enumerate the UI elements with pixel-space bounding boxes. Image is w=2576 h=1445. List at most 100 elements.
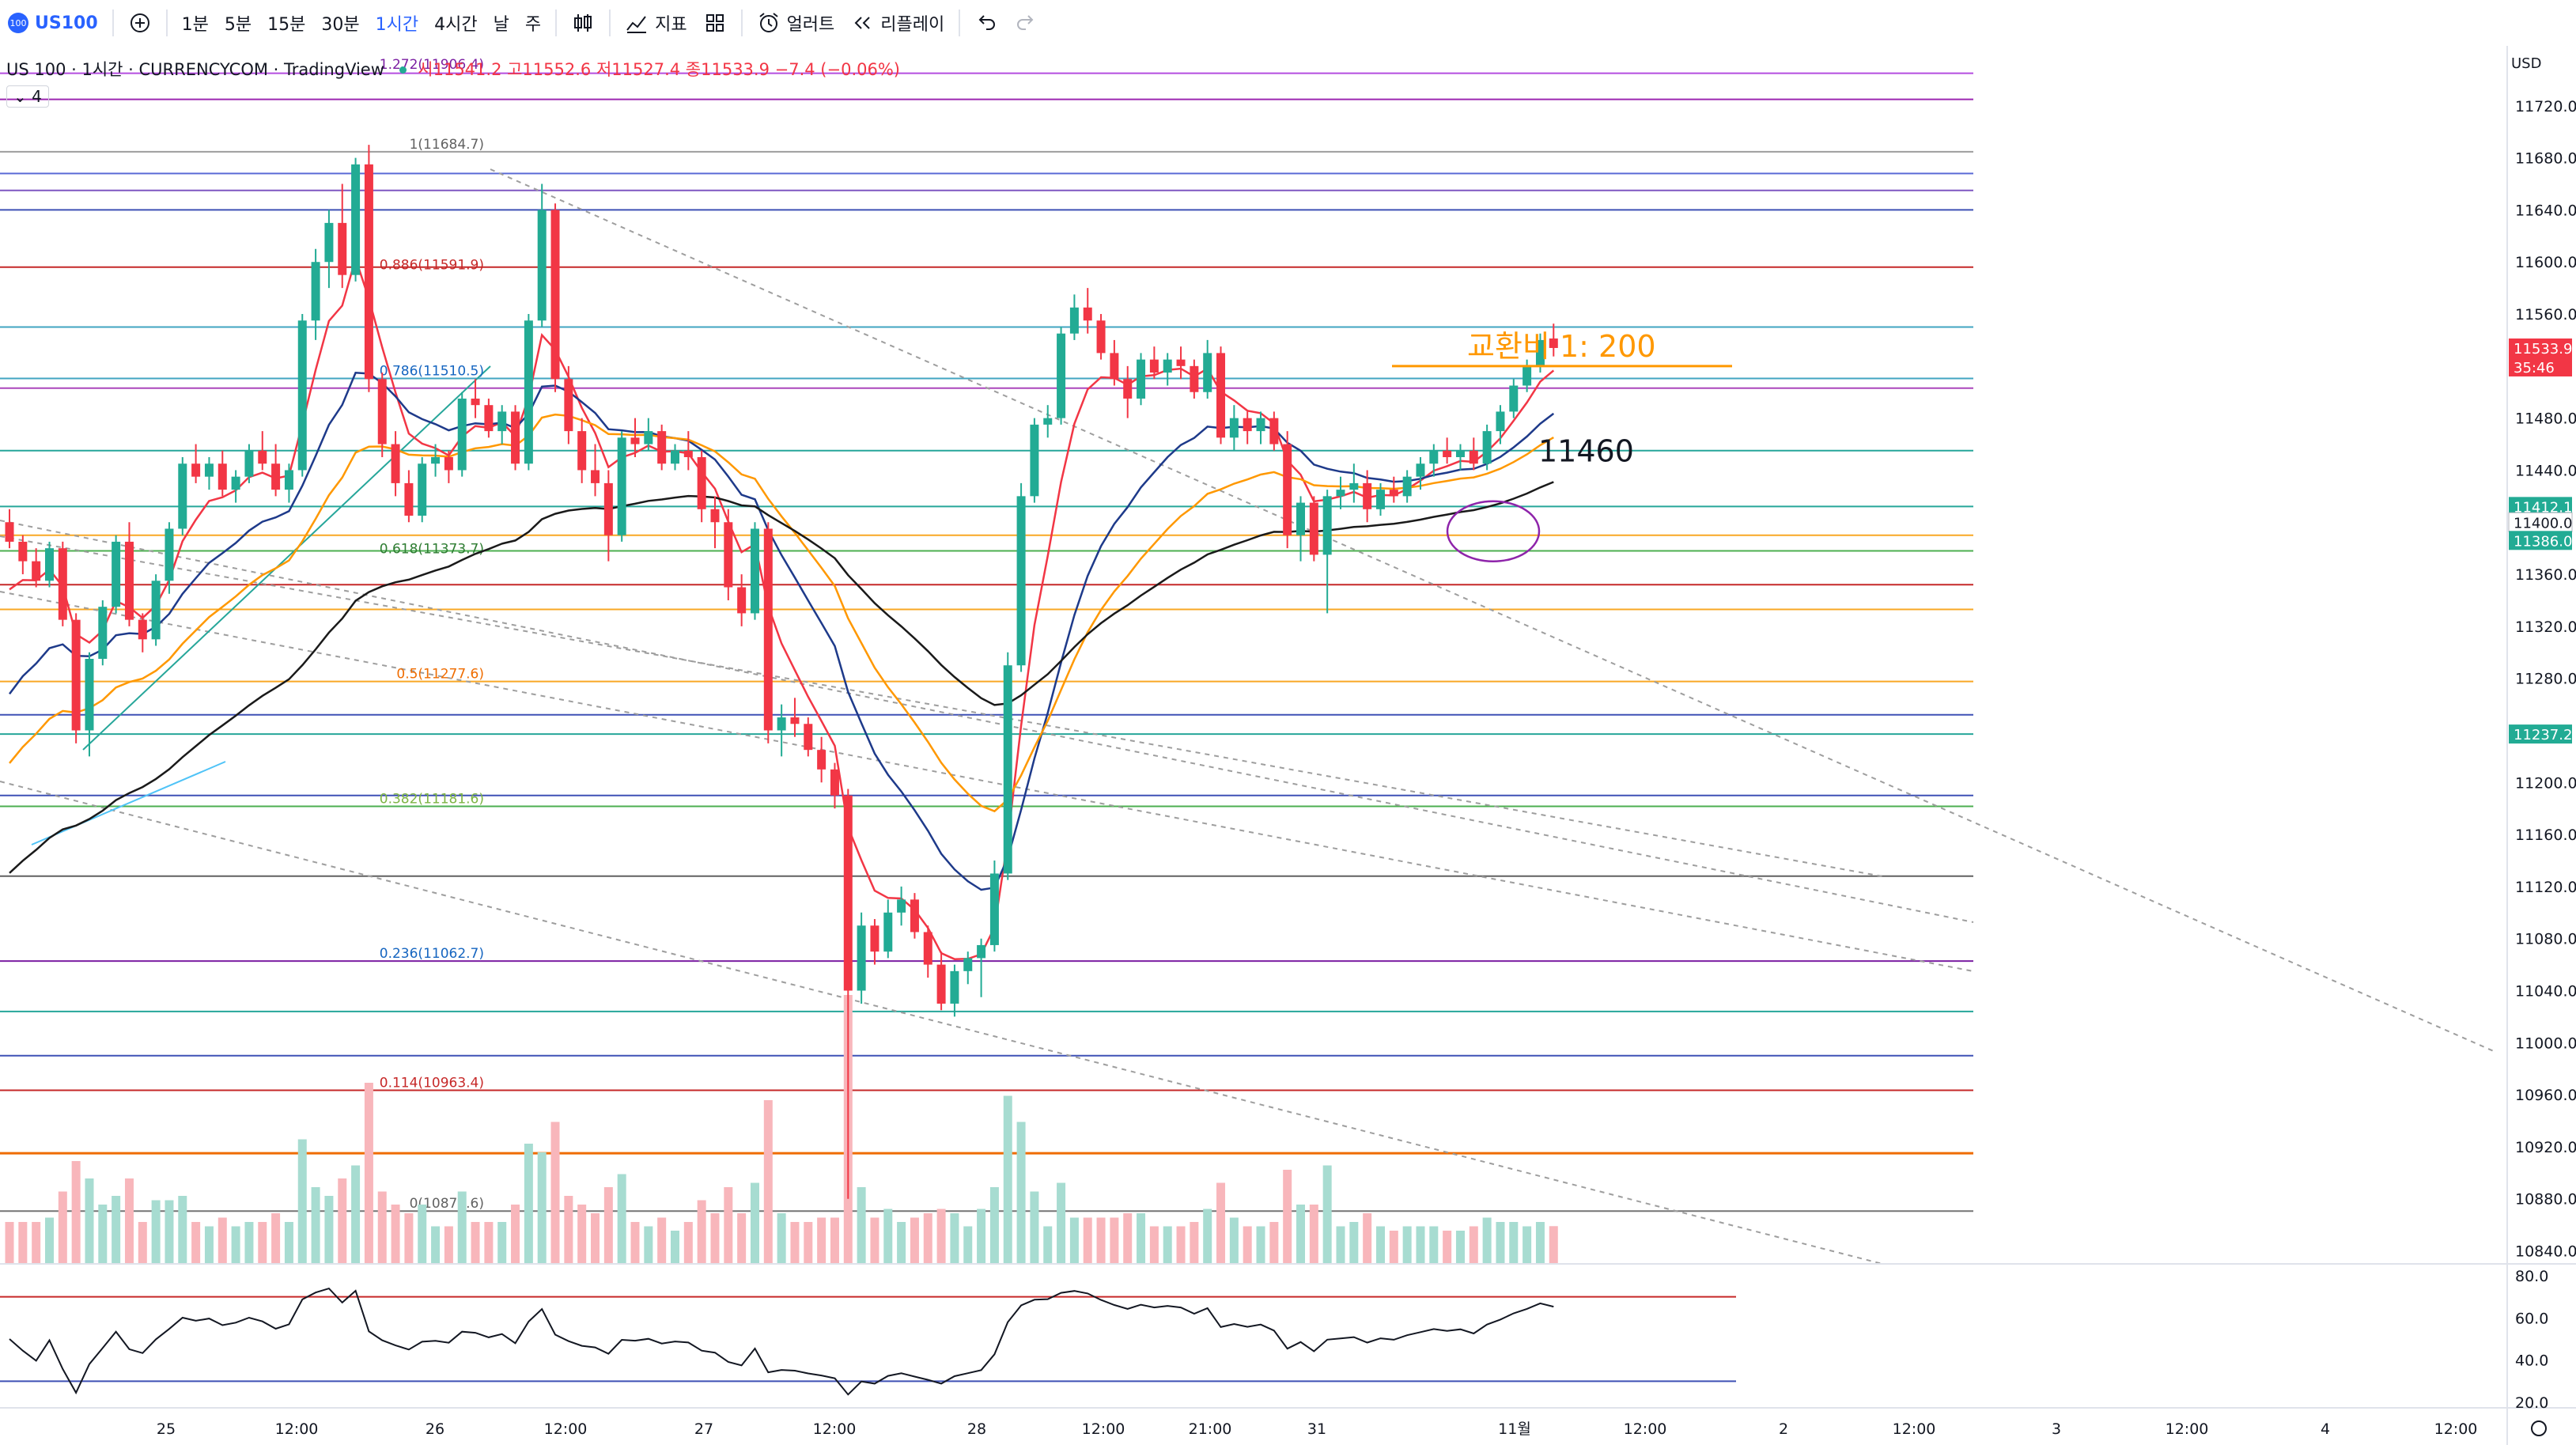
replay-button[interactable]: 리플레이 [842,0,952,46]
volume-bar [1229,1217,1239,1264]
volume-bar [391,1205,400,1264]
interval-label: 5분 [224,15,252,35]
volume-bar [511,1205,520,1264]
candle-body [124,541,134,620]
ohlc-values: 시11541.2 고11552.6 저11527.4 종11533.9 −7.4… [418,60,900,79]
interval-1m[interactable]: 1분 [174,0,217,46]
volume-bar [1535,1222,1545,1264]
volume-bar [457,1191,467,1264]
volume-bar [630,1222,640,1264]
candle-body [457,398,467,471]
redo-button[interactable] [1006,0,1046,46]
price-badge-label: 11412.1 [2514,499,2572,516]
candle-body [950,970,959,1004]
volume-bar [1083,1217,1092,1264]
symbol-name: US100 [35,13,98,33]
price-badge [2509,531,2572,550]
candle-body [1083,307,1092,321]
price-chart[interactable]: 1(11684.7) 0.886(11591.9) 0.786(11510.5) 0.… [0,46,2576,1445]
trend-line-dashed [0,591,1974,972]
candle-body [1216,353,1226,438]
candle-body [418,463,427,516]
volume-bar [657,1217,667,1264]
candle-body [1283,444,1292,535]
volume-bar [763,1100,773,1264]
volume-bar [311,1187,320,1264]
volume-bar [710,1213,720,1264]
plus-circle-icon [130,13,149,32]
volume-bar [1057,1182,1066,1264]
symbol-search[interactable]: 100 US100 [0,0,106,46]
candle-body [870,925,879,952]
candle-body [1016,496,1026,666]
volume-bar [1349,1222,1359,1264]
volume-bar [1043,1226,1053,1264]
candle-body [497,411,507,432]
candle-body [603,482,613,535]
price-axis-tick: 10960.0 [2515,1087,2576,1104]
interval-4h[interactable]: 4시간 [426,0,485,46]
fib-level-label: 0.236(11062.7) [380,946,484,962]
indicators-button[interactable]: 지표 [617,0,694,46]
chart-type-button[interactable] [563,0,603,46]
undo-button[interactable] [966,0,1006,46]
interval-15m[interactable]: 15분 [259,0,313,46]
interval-5m[interactable]: 5분 [217,0,259,46]
volume-bar [218,1217,227,1264]
candle-body [1296,502,1306,535]
interval-label: 1분 [181,15,209,35]
volume-bar [178,1196,187,1264]
volume-bar [963,1226,973,1264]
volume-bar [897,1222,906,1264]
volume-bar [404,1213,414,1264]
volume-bar [1216,1182,1226,1264]
candle-body [5,522,14,542]
volume-bar [1469,1226,1478,1264]
time-axis-tick: 12:00 [1082,1420,1125,1438]
time-axis-tick: 12:00 [813,1420,857,1438]
price-axis-tick: 11640.0 [2515,202,2576,219]
price-axis-tick: 11680.0 [2515,150,2576,168]
price-axis-tick: 11000.0 [2515,1035,2576,1052]
price-axis-tick: 10920.0 [2515,1139,2576,1156]
candle-body [351,164,361,275]
candle-body [843,795,853,991]
candle-body [1176,359,1186,366]
settings-gear-icon[interactable] [2531,1420,2547,1436]
trend-line [82,365,491,751]
layouts-button[interactable] [695,0,735,46]
time-axis-tick: 21:00 [1189,1420,1232,1438]
toolbar-divider [165,9,168,36]
candle-body [591,470,600,483]
volume-bar [444,1226,453,1264]
volume-bar [1549,1226,1558,1264]
volume-bar [324,1196,334,1264]
alert-button[interactable]: 얼러트 [749,0,843,46]
candle-body [1256,418,1265,432]
volume-bar [1256,1226,1265,1264]
undo-icon [978,15,996,30]
interval-label: 4시간 [434,15,478,35]
volume-bar [537,1152,547,1264]
compare-button[interactable] [120,0,160,46]
indicators-toggle[interactable]: ⌄ 4 [6,85,49,108]
volume-bar [1509,1222,1519,1264]
candle-body [178,463,187,529]
volume-bar [364,1083,373,1264]
price-axis-tick: 11720.0 [2515,98,2576,115]
volume-bar [524,1144,533,1264]
toolbar-divider [959,9,961,36]
currency-label[interactable]: USD [2511,55,2542,72]
volume-bar [418,1205,427,1264]
candle-body [1149,359,1159,373]
interval-1w[interactable]: 주 [517,0,549,46]
time-axis-tick: 3 [2052,1420,2061,1438]
time-axis-tick: 12:00 [1624,1420,1667,1438]
price-axis-tick: 11120.0 [2515,879,2576,896]
volume-bar [1096,1217,1106,1264]
interval-30m[interactable]: 30분 [313,0,367,46]
interval-1h[interactable]: 1시간 [368,0,426,46]
interval-1d[interactable]: 날 [486,0,517,46]
candle-body [1402,476,1412,497]
candle-body [737,587,747,614]
